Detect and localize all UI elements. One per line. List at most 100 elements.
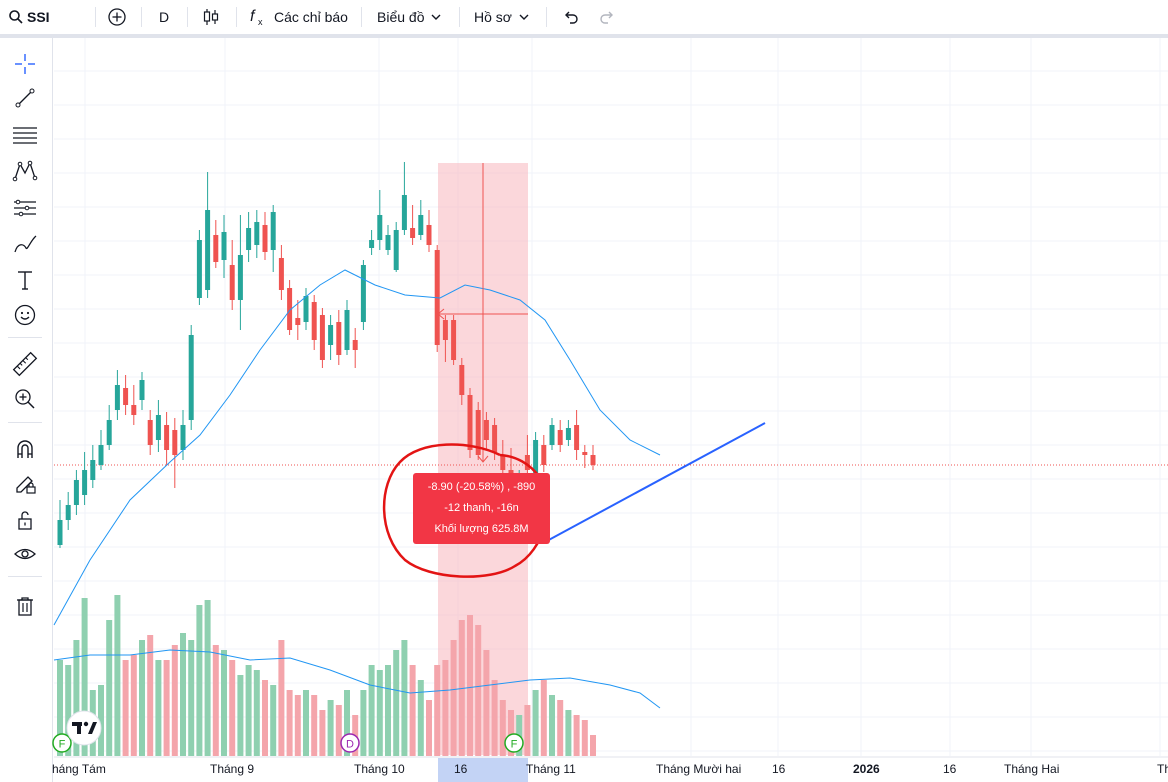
moving-average-line <box>53 269 661 626</box>
add-symbol-icon <box>108 8 126 26</box>
search-icon <box>9 10 23 24</box>
xaxis-label: 2026 <box>853 762 880 776</box>
undo-icon <box>565 11 578 24</box>
measure-volume: Khối lượng 625.8M <box>434 523 529 535</box>
magnet-icon <box>17 440 33 458</box>
xaxis-label: 16 <box>454 762 468 776</box>
redo-icon <box>600 11 613 24</box>
brush-tool[interactable] <box>12 231 38 257</box>
measure-vertical-arrow <box>477 455 489 463</box>
chevron-down-icon <box>519 14 529 20</box>
xaxis-label: háng Tám <box>52 762 106 776</box>
trendline-icon <box>15 88 35 108</box>
toolbar-divider <box>141 7 142 27</box>
profile-menu-label: Hồ sơ <box>474 9 512 25</box>
measure-range-highlight <box>438 163 528 755</box>
zoom-in-icon <box>15 389 35 409</box>
text-icon <box>18 271 32 290</box>
toolbar-divider <box>361 7 362 27</box>
lock-pencil-icon <box>16 476 36 494</box>
text-tool[interactable] <box>12 267 38 293</box>
toolbar-divider <box>236 7 237 27</box>
trendline-drawing[interactable] <box>544 422 766 543</box>
measure-horizontal-arrow <box>437 308 445 320</box>
xaxis-label: Tháng Hai <box>1004 762 1060 776</box>
pattern-tool[interactable] <box>12 158 38 184</box>
xaxis-label: Tháng 9 <box>210 762 255 776</box>
earnings-marker[interactable]: F <box>52 733 72 753</box>
earnings-marker-label: F <box>511 739 518 751</box>
lock-drawings-tool[interactable] <box>12 471 38 497</box>
hide-drawings-tool[interactable] <box>12 541 38 567</box>
emoji-icon <box>14 304 36 326</box>
eye-icon <box>14 548 36 560</box>
fib-lines-icon <box>13 127 37 144</box>
xaxis-highlight <box>438 758 528 782</box>
drawing-toolbar <box>0 38 53 782</box>
remove-drawings-tool[interactable] <box>12 593 38 619</box>
volume-bars <box>57 595 596 756</box>
crosshair-tool[interactable] <box>12 51 38 77</box>
brush-icon <box>14 235 37 253</box>
undo-button[interactable] <box>561 0 579 34</box>
toolbar-divider <box>95 7 96 27</box>
toolbar-separator <box>0 34 1168 38</box>
ruler-tool[interactable] <box>12 351 38 377</box>
trash-icon <box>17 597 33 616</box>
toolbar-divider <box>187 7 188 27</box>
measure-bars-change: -12 thanh, -16n <box>444 502 519 514</box>
chart-style-button[interactable] <box>201 0 221 34</box>
svg-text:f: f <box>250 8 256 25</box>
forecast-icon <box>14 199 36 217</box>
xaxis-label: Tháng Mười hai <box>656 762 742 776</box>
tool-group-divider <box>8 337 42 338</box>
tradingview-logo-icon <box>72 721 97 734</box>
emoji-tool[interactable] <box>12 302 38 328</box>
symbol-search[interactable]: SSI <box>8 0 50 34</box>
toolbar-divider <box>459 7 460 27</box>
chart-grid <box>54 38 1168 756</box>
tool-group-divider <box>8 422 42 423</box>
earnings-marker[interactable]: F <box>504 733 524 753</box>
profile-menu-button[interactable]: Hồ sơ <box>474 0 530 34</box>
interval-label: D <box>159 9 170 25</box>
xaxis-label: 16 <box>943 762 957 776</box>
measure-price-change: -8.90 (-20.58%) , -890 <box>427 481 536 493</box>
crosshair-icon <box>15 54 35 74</box>
dividend-marker-label: D <box>346 739 354 751</box>
tool-group-divider <box>8 576 42 577</box>
lock-icon <box>18 511 32 530</box>
measure-tooltip: -8.90 (-20.58%) , -890 -12 thanh, -16n K… <box>413 473 550 544</box>
xaxis-label: Tháng 10 <box>354 762 405 776</box>
fib-tool[interactable] <box>12 122 38 148</box>
redo-button[interactable] <box>599 0 617 34</box>
compare-button[interactable] <box>107 0 127 34</box>
trendline-tool[interactable] <box>12 85 38 111</box>
chart-menu-button[interactable]: Biểu đồ <box>377 0 442 34</box>
xaxis-label: 16 <box>772 762 786 776</box>
volume-ma-line <box>53 649 661 709</box>
indicators-label: Các chỉ báo <box>274 9 348 25</box>
toolbar-divider <box>546 7 547 27</box>
earnings-marker-label: F <box>59 739 66 751</box>
symbol-label: SSI <box>27 9 50 25</box>
candles-icon <box>203 9 219 25</box>
ruler-icon <box>12 351 38 377</box>
magnet-tool[interactable] <box>12 436 38 462</box>
lock-all-tool[interactable] <box>12 507 38 533</box>
interval-button[interactable]: D <box>159 0 169 34</box>
pattern-icon <box>12 160 38 182</box>
dividend-marker[interactable]: D <box>340 733 360 753</box>
chevron-down-icon <box>431 14 441 20</box>
svg-text:x: x <box>258 17 263 27</box>
xaxis-label: Th <box>1157 762 1168 776</box>
forecast-tool[interactable] <box>12 195 38 221</box>
chart-menu-label: Biểu đồ <box>377 9 425 25</box>
tradingview-logo[interactable] <box>66 710 102 746</box>
zoom-tool[interactable] <box>12 386 38 412</box>
xaxis-label: Tháng 11 <box>526 762 576 776</box>
